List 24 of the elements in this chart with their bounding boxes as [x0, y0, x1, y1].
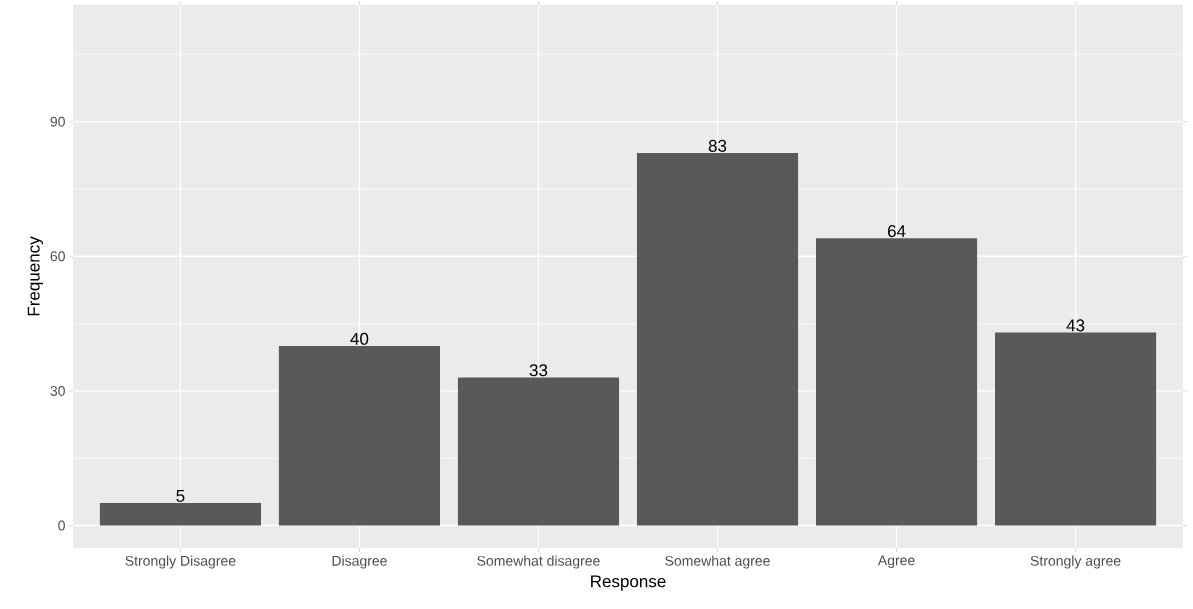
- y-tick-label: 30: [50, 385, 65, 396]
- bar: [278, 346, 441, 526]
- x-tick-label: Somewhat agree: [665, 555, 770, 569]
- bar: [99, 503, 261, 526]
- x-tick-label: Strongly agree: [1030, 555, 1121, 569]
- bar: [815, 238, 978, 526]
- y-tick-label: 60: [50, 251, 65, 262]
- x-tick-label: Strongly Disagree: [125, 555, 236, 569]
- x-tick-label: Somewhat disagree: [477, 555, 600, 569]
- y-tick-label: 0: [58, 520, 65, 531]
- data-label: 40: [350, 332, 369, 345]
- y-axis-title: Frequency: [27, 236, 44, 316]
- x-tick-label: Agree: [877, 555, 915, 569]
- data-label: 64: [887, 225, 906, 238]
- bar: [457, 377, 620, 526]
- bar: [995, 332, 1157, 526]
- data-label: 5: [176, 490, 185, 502]
- data-label: 83: [708, 139, 727, 152]
- data-label: 43: [1066, 319, 1085, 332]
- data-label: 33: [529, 364, 548, 377]
- y-tick-label: 90: [50, 116, 65, 127]
- x-tick-label: Disagree: [332, 555, 387, 569]
- x-axis-title: Response: [591, 575, 666, 591]
- bar: [636, 153, 799, 526]
